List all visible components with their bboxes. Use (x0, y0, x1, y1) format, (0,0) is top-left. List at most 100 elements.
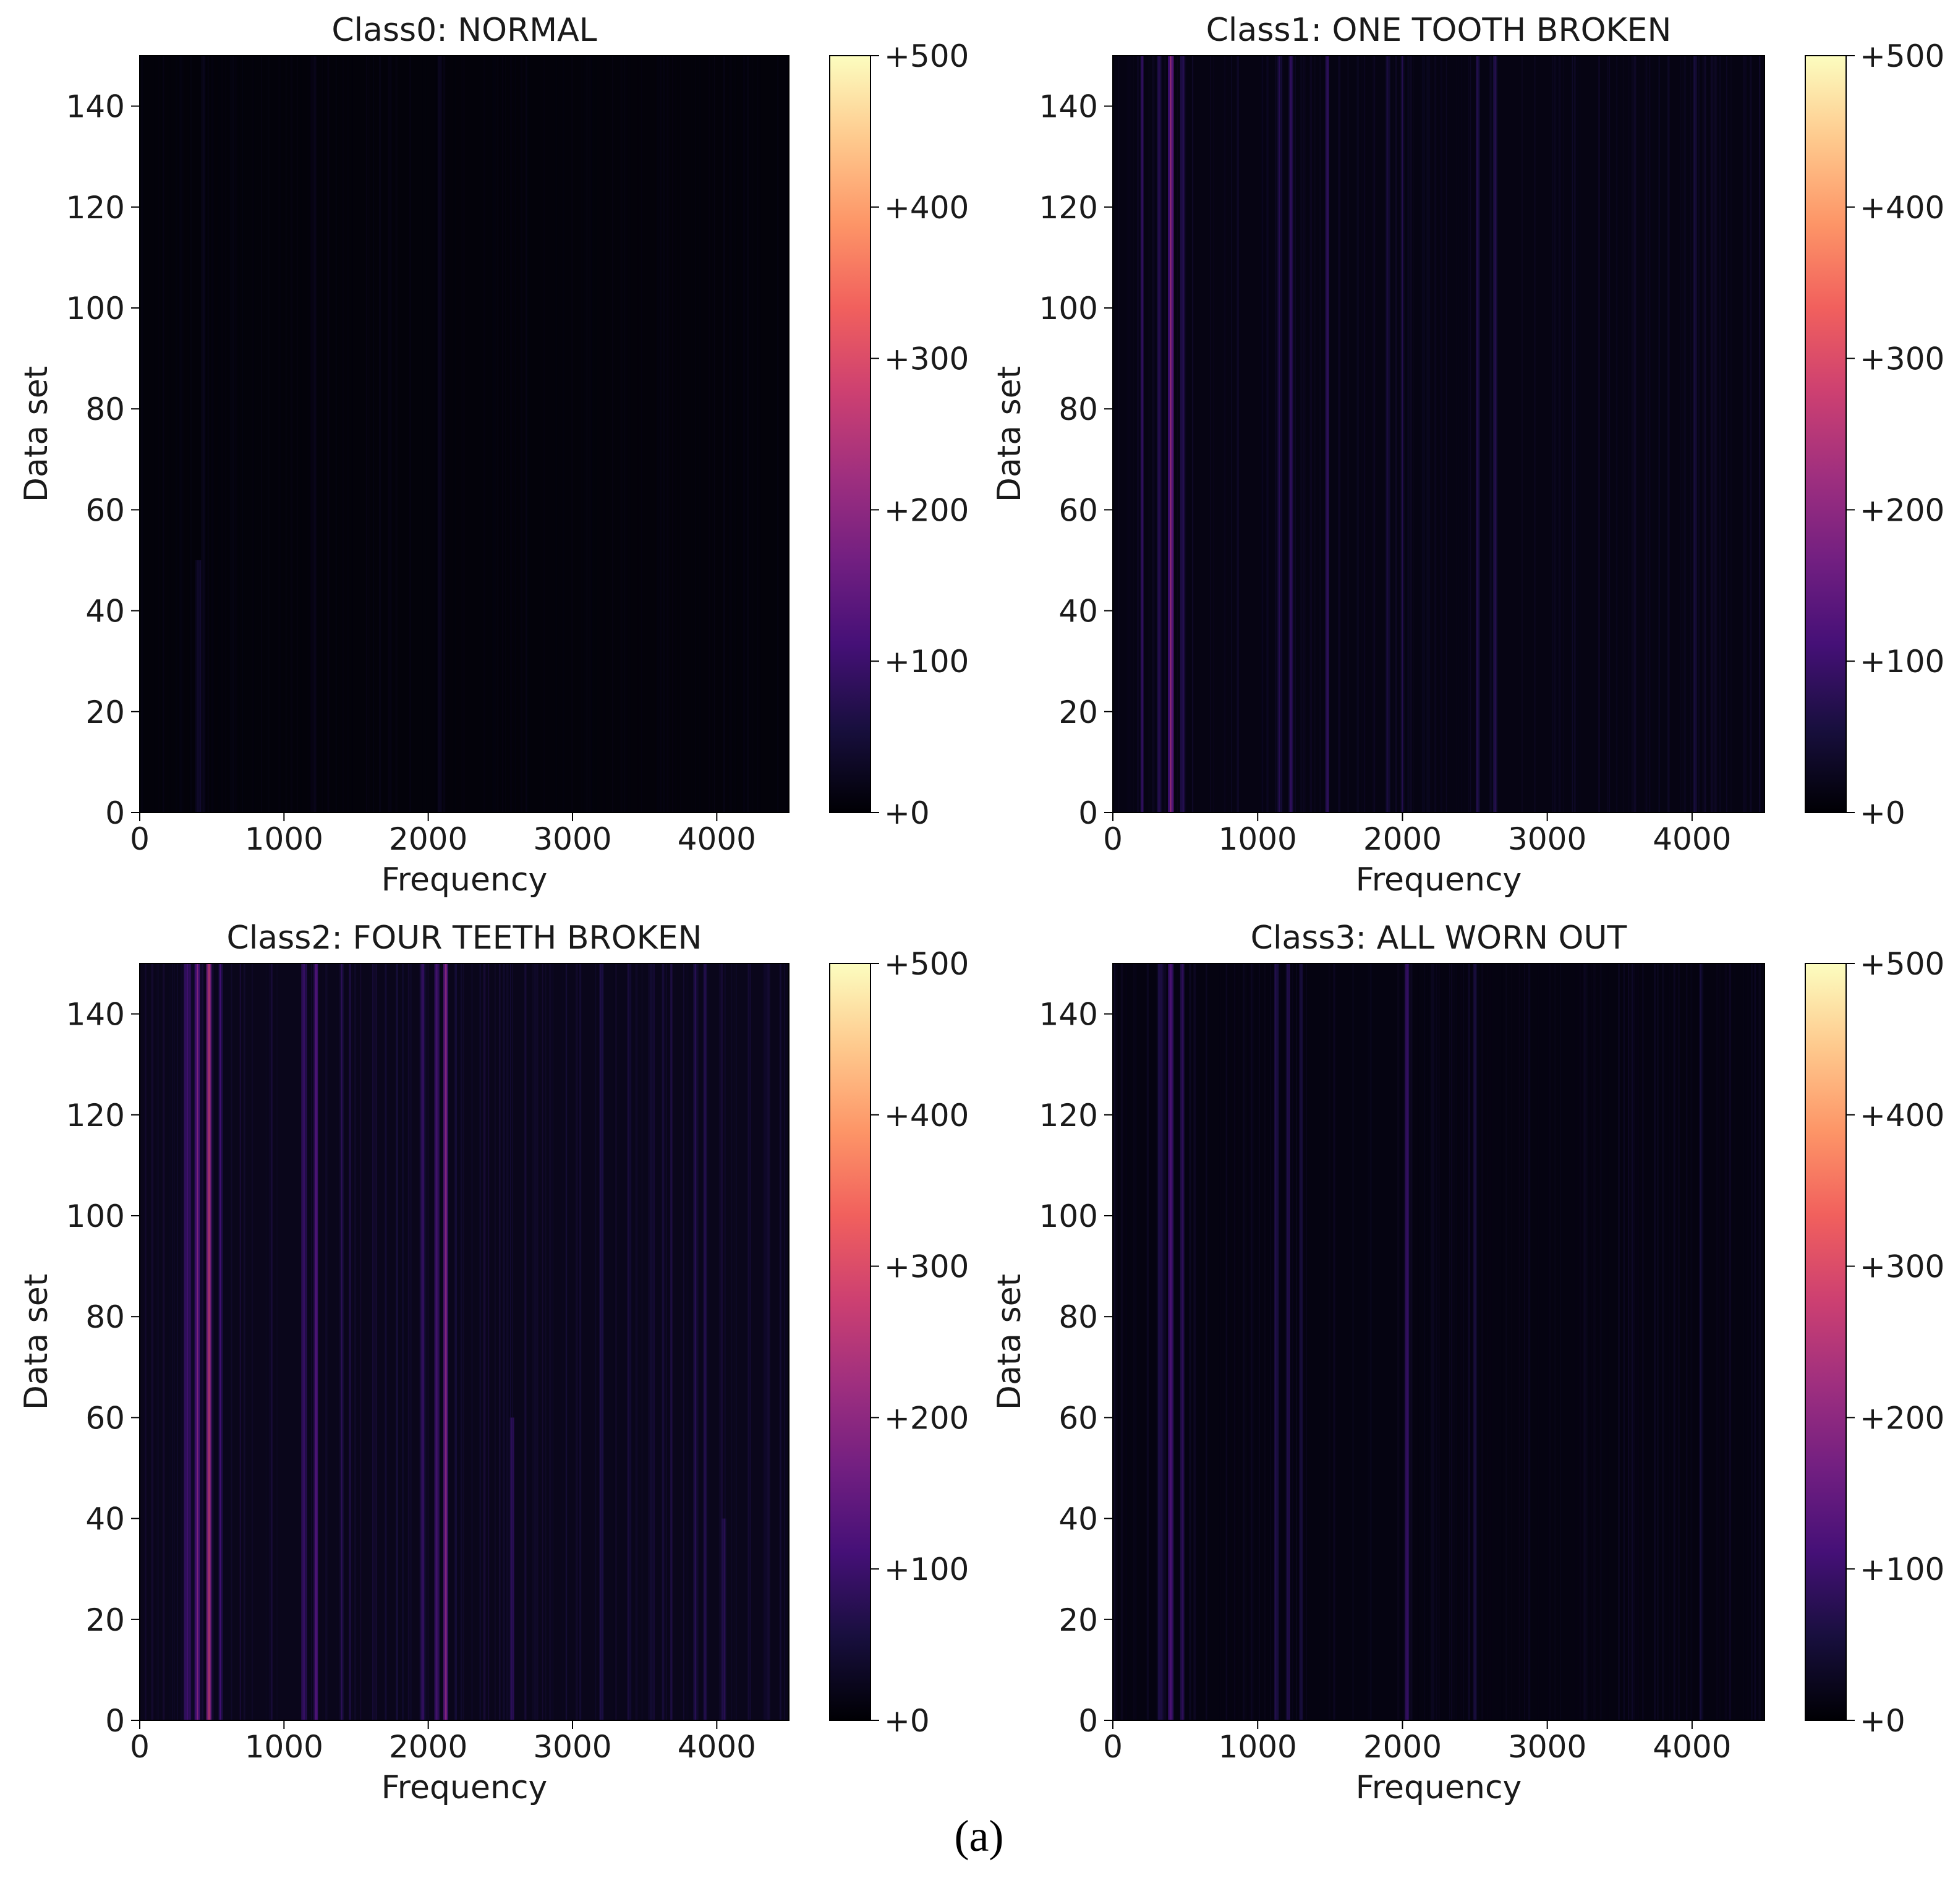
heatmap-texture-line (173, 963, 176, 1720)
heatmap-band (1162, 963, 1164, 1720)
heatmap-texture-line (1225, 56, 1227, 813)
colorbar-tick-label: +0 (884, 1703, 930, 1739)
y-tick-label: 100 (66, 1198, 125, 1234)
colorbar-tick-label: +300 (884, 1249, 969, 1285)
heatmap-texture-line (1554, 963, 1556, 1720)
heatmap-texture-line (1593, 963, 1596, 1720)
heatmap-texture-line (633, 963, 635, 1720)
heatmap-texture-line (1678, 963, 1680, 1720)
heatmap-texture-line (1193, 963, 1196, 1720)
heatmap-texture-line (1261, 56, 1263, 813)
heatmap-texture-line (1607, 56, 1609, 813)
heatmap-texture-line (1227, 963, 1228, 1720)
heatmap-band (706, 963, 707, 1720)
heatmap-band (199, 963, 200, 1720)
heatmap-texture-line (1430, 56, 1432, 813)
heatmap-texture-line (395, 56, 398, 813)
heatmap-texture-line (354, 963, 357, 1720)
heatmap-texture-line (1133, 56, 1134, 813)
plot-frame (1112, 55, 1765, 813)
heatmap-band (1400, 56, 1402, 813)
heatmap-texture-line (675, 56, 676, 813)
heatmap-band (1288, 963, 1290, 1720)
heatmap-texture-line (213, 963, 215, 1720)
heatmap-texture-line (1259, 963, 1260, 1720)
heatmap-band (1159, 56, 1161, 813)
heatmap-texture-line (1410, 963, 1413, 1720)
heatmap-band (1693, 56, 1695, 813)
heatmap-texture-line (718, 963, 721, 1720)
heatmap-texture-line (1521, 56, 1523, 813)
heatmap-band (1161, 963, 1163, 1720)
heatmap-texture-line (1537, 963, 1540, 1720)
heatmap-texture-line (674, 963, 676, 1720)
y-tick-label: 100 (66, 291, 125, 327)
heatmap-texture-line (1128, 56, 1131, 813)
heatmap-texture-line (581, 56, 582, 813)
heatmap-texture-line (1402, 963, 1405, 1720)
heatmap-texture-line (1302, 56, 1305, 813)
heatmap-band (1478, 56, 1479, 813)
chart-title: Class2: FOUR TEETH BROKEN (227, 920, 702, 957)
heatmap-texture-line (235, 56, 237, 813)
heatmap-band (1170, 963, 1172, 1720)
heatmap-texture-line (757, 56, 759, 813)
heatmap-band (1159, 56, 1160, 813)
heatmap-texture-line (1334, 56, 1336, 813)
y-tick-label: 100 (1039, 1198, 1098, 1234)
heatmap-band (1286, 963, 1287, 1720)
heatmap-texture-line (231, 963, 232, 1720)
heatmap-texture-line (1655, 56, 1658, 813)
heatmap-texture-line (1338, 56, 1341, 813)
heatmap-texture-line (1462, 963, 1465, 1720)
heatmap-texture-line (527, 56, 530, 813)
heatmap-band (721, 1518, 723, 1720)
heatmap-band (340, 963, 342, 1720)
heatmap-band (1401, 56, 1403, 813)
heatmap-band (419, 963, 421, 1720)
heatmap-texture-line (1554, 56, 1557, 813)
heatmap-band (423, 963, 425, 1720)
y-tick-label: 40 (85, 594, 125, 630)
heatmap-texture-line (520, 56, 523, 813)
heatmap-band (437, 56, 439, 813)
heatmap-texture-line (460, 963, 462, 1720)
heatmap-texture-line (1579, 963, 1581, 1720)
heatmap-texture-line (1135, 963, 1137, 1720)
heatmap-texture-line (374, 963, 375, 1720)
colorbar (1805, 55, 1847, 813)
colorbar-tick-label: +500 (884, 946, 969, 982)
heatmap-texture-line (734, 56, 737, 813)
heatmap-texture-line (1364, 56, 1367, 813)
heatmap-texture-line (1219, 963, 1221, 1720)
heatmap-texture-line (1724, 963, 1727, 1720)
heatmap-texture-line (1481, 963, 1483, 1720)
heatmap-texture-line (1431, 963, 1433, 1720)
heatmap-texture-line (1526, 963, 1527, 1720)
heatmap-band (440, 56, 441, 813)
heatmap-texture-line (268, 963, 271, 1720)
heatmap-band (1696, 56, 1697, 813)
heatmap-texture-line (624, 56, 626, 813)
heatmap-texture-line (1368, 963, 1369, 1720)
heatmap-band (208, 963, 210, 1720)
colorbar (829, 55, 871, 813)
heatmap-texture-line (1130, 56, 1132, 813)
heatmap-band (510, 1417, 512, 1720)
heatmap-texture-line (487, 963, 490, 1720)
heatmap-texture-line (1328, 963, 1330, 1720)
heatmap-texture-line (1583, 963, 1586, 1720)
heatmap-texture-line (372, 963, 374, 1720)
heatmap-band (438, 963, 440, 1720)
heatmap-texture-line (1314, 56, 1316, 813)
heatmap-band (1328, 56, 1329, 813)
heatmap-texture-line (492, 56, 494, 813)
x-tick-label: 0 (130, 1729, 150, 1765)
heatmap-band (1299, 963, 1301, 1720)
heatmap-band (1389, 56, 1390, 813)
heatmap-texture-line (425, 56, 427, 813)
heatmap-band (195, 560, 197, 813)
heatmap-texture-line (1361, 56, 1363, 813)
heatmap-band (723, 1518, 725, 1720)
heatmap-band (704, 963, 705, 1720)
